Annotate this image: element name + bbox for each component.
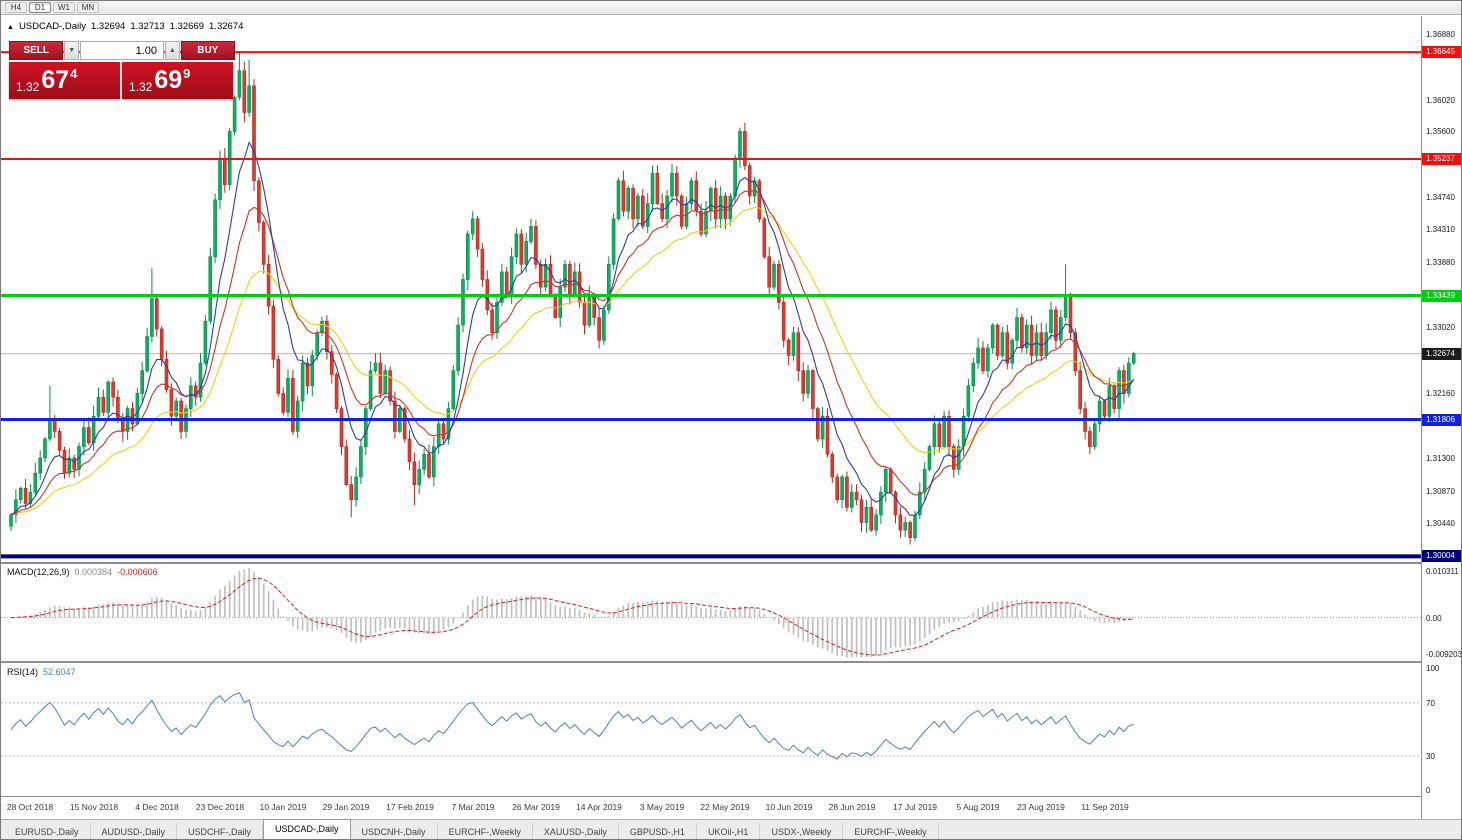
panel-divider[interactable] [1, 661, 1461, 663]
chart-tab-usdx-weekly[interactable]: USDX-,Weekly [760, 823, 844, 839]
rsi-axis-label: 0 [1426, 786, 1431, 795]
timeframe-button-h4[interactable]: H4 [5, 2, 27, 13]
volume-decrease-button[interactable]: ▼ [64, 41, 79, 60]
triangle-down-icon: ▼ [68, 47, 76, 54]
buy-price-pip: 9 [183, 66, 191, 81]
triangle-up-icon: ▲ [168, 47, 176, 54]
date-label: 17 Feb 2019 [386, 802, 434, 812]
chart-tab-gbpusd-h1[interactable]: GBPUSD-,H1 [619, 823, 697, 839]
date-label: 10 Jan 2019 [259, 802, 307, 812]
price-level-tag: 1.33439 [1422, 290, 1461, 302]
price-level-tag: 1.36645 [1422, 46, 1461, 58]
current-price-tag: 1.32674 [1422, 348, 1461, 360]
chart-tab-eurchf-weekly[interactable]: EURCHF-,Weekly [843, 823, 939, 839]
timeframe-toolbar: H4 D1 W1 MN [1, 1, 1461, 15]
rsi-axis-label: 100 [1426, 664, 1440, 673]
symbol-marker-icon[interactable]: ▲ [7, 24, 14, 31]
timeframe-button-d1[interactable]: D1 [29, 2, 51, 13]
ohlc-high: 1.32713 [130, 21, 165, 32]
date-label: 3 May 2019 [639, 802, 685, 812]
macd-header: MACD(12,26,9) 0.000384 -0.000606 [7, 567, 158, 577]
chart-tab-eurusd-daily[interactable]: EURUSD-,Daily [4, 823, 91, 839]
rsi-indicator-plot[interactable] [1, 663, 1421, 796]
candlestick-chart[interactable] [1, 16, 1421, 562]
date-label: 26 Mar 2019 [512, 802, 560, 812]
symbol-label: USDCAD-,Daily [18, 21, 86, 32]
chart-tabs-bar: EURUSD-,Daily AUDUSD-,Daily USDCHF-,Daily U… [1, 819, 1461, 839]
volume-input[interactable] [80, 41, 164, 60]
ohlc-close: 1.32674 [209, 21, 244, 32]
macd-axis-label: 0.010311 [1426, 567, 1459, 576]
rsi-axis-label: 70 [1426, 699, 1435, 708]
sell-price-display[interactable]: 1.32 67 4 [9, 62, 120, 99]
date-label: 10 Jun 2019 [765, 802, 813, 812]
date-label: 5 Aug 2019 [956, 802, 1000, 812]
chart-tab-usdcad-daily[interactable]: USDCAD-,Daily [263, 819, 351, 839]
price-tick-label: 1.34740 [1426, 193, 1455, 202]
date-label: 14 Apr 2019 [576, 802, 622, 812]
rsi-value: 52.6047 [43, 667, 76, 677]
chart-tab-xauusd-daily[interactable]: XAUUSD-,Daily [533, 823, 619, 839]
rsi-header: RSI(14) 52.6047 [7, 667, 76, 677]
ohlc-open: 1.32694 [90, 21, 126, 32]
macd-title: MACD(12,26,9) [7, 567, 70, 577]
date-label: 11 Sep 2019 [1081, 802, 1129, 812]
price-tick-label: 1.36020 [1426, 96, 1455, 105]
price-axis[interactable]: 1.36880 1.36020 1.35600 1.34740 1.34310 1.338… [1421, 16, 1462, 819]
macd-indicator-plot[interactable] [1, 564, 1421, 661]
timeframe-button-mn[interactable]: MN [77, 2, 99, 13]
buy-button[interactable]: BUY [180, 41, 235, 60]
chart-tab-eurchf-weekly[interactable]: EURCHF-,Weekly [438, 823, 533, 839]
timeframe-button-w1[interactable]: W1 [53, 2, 75, 13]
rsi-axis-label: 30 [1426, 752, 1435, 761]
date-label: 17 Jul 2019 [893, 802, 937, 812]
chart-tab-ukoil-h1[interactable]: UKOil-,H1 [697, 823, 761, 839]
chart-tab-usdchf-daily[interactable]: USDCHF-,Daily [177, 823, 264, 839]
price-tick-label: 1.30440 [1426, 519, 1455, 528]
price-tick-label: 1.34310 [1426, 225, 1455, 234]
date-label: 15 Nov 2018 [69, 802, 119, 812]
macd-main-value: 0.000384 [74, 567, 113, 577]
date-label: 7 Mar 2019 [451, 802, 495, 812]
time-axis[interactable]: 28 Oct 2018 15 Nov 2018 4 Dec 2018 23 Dec 2… [1, 796, 1421, 819]
sell-price-prefix: 1.32 [16, 80, 40, 94]
panel-divider[interactable] [1, 562, 1461, 564]
macd-axis-label: -0.009203 [1426, 650, 1462, 659]
price-tick-label: 1.35600 [1426, 127, 1455, 136]
chart-tab-audusd-daily[interactable]: AUDUSD-,Daily [91, 823, 178, 839]
price-tick-label: 1.36880 [1426, 30, 1455, 39]
macd-axis-label: 0.00 [1426, 614, 1442, 623]
chart-tab-usdcnh-daily[interactable]: USDCNH-,Daily [351, 823, 438, 839]
rsi-title: RSI(14) [7, 667, 39, 677]
buy-price-prefix: 1.32 [129, 80, 153, 94]
price-level-tag: 1.30004 [1422, 550, 1461, 562]
ohlc-low: 1.32669 [169, 21, 205, 32]
macd-signal-value: -0.000606 [117, 567, 158, 577]
sell-price-pip: 4 [70, 66, 78, 81]
sell-price-main: 67 [41, 66, 70, 94]
price-tick-label: 1.32160 [1426, 389, 1455, 398]
date-label: 28 Jun 2019 [828, 802, 876, 812]
price-tick-label: 1.33880 [1426, 258, 1455, 267]
price-level-tag: 1.35237 [1422, 153, 1461, 165]
buy-price-display[interactable]: 1.32 69 9 [122, 62, 233, 99]
date-label: 29 Jan 2019 [322, 802, 370, 812]
price-level-tag: 1.31806 [1422, 414, 1461, 426]
date-label: 4 Dec 2018 [135, 802, 179, 812]
sell-button[interactable]: SELL [9, 41, 64, 60]
buy-price-main: 69 [154, 66, 183, 94]
date-label: 23 Aug 2019 [1017, 802, 1065, 812]
date-label: 22 May 2019 [700, 802, 750, 812]
price-tick-label: 1.33020 [1426, 323, 1455, 332]
chart-ohlc-header: ▲ USDCAD-,Daily 1.32694 1.32713 1.32669 1.326… [7, 21, 248, 32]
date-label: 28 Oct 2018 [6, 802, 54, 812]
price-tick-label: 1.30870 [1426, 487, 1455, 496]
price-tick-label: 1.31300 [1426, 454, 1455, 463]
date-label: 23 Dec 2018 [195, 802, 245, 812]
volume-increase-button[interactable]: ▲ [165, 41, 180, 60]
